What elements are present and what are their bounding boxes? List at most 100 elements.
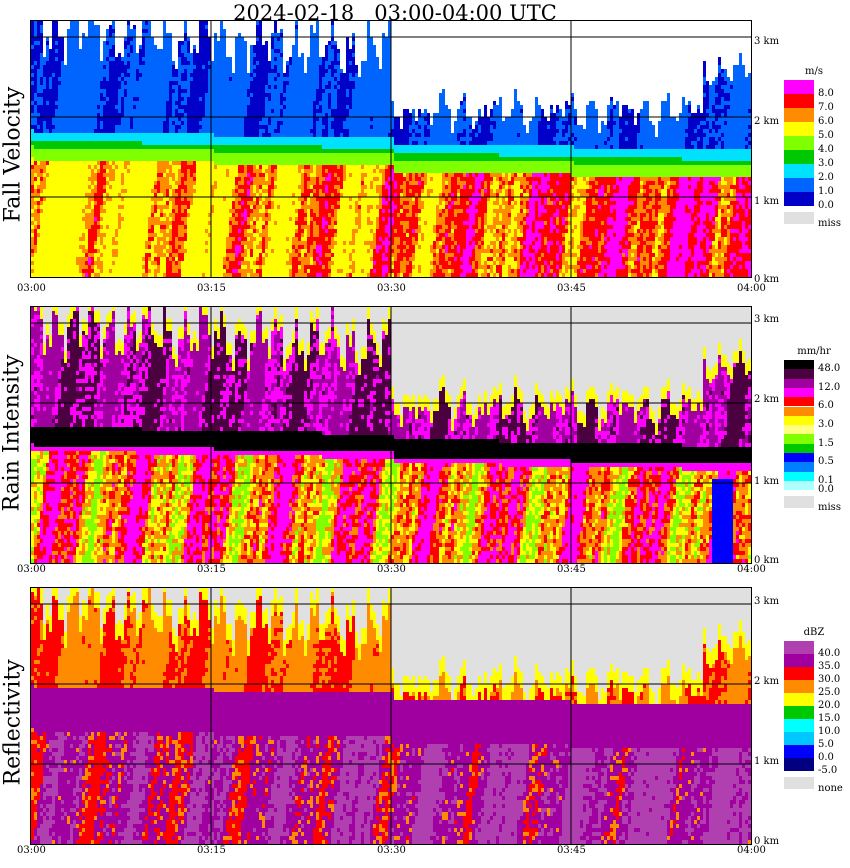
- heatmap-cell: [70, 193, 73, 197]
- heatmap-cell: [34, 169, 37, 173]
- heatmap-cell: [268, 169, 271, 173]
- heatmap-cell: [265, 165, 268, 169]
- heatmap-cell: [247, 261, 250, 265]
- heatmap-cell: [40, 29, 43, 33]
- heatmap-cell: [214, 85, 217, 89]
- heatmap-cell: [91, 225, 94, 229]
- heatmap-cell: [37, 237, 40, 241]
- heatmap-cell: [106, 37, 109, 41]
- heatmap-cell: [130, 117, 133, 121]
- heatmap-cell: [67, 245, 70, 249]
- heatmap-cell: [199, 109, 202, 113]
- heatmap-cell: [151, 65, 154, 69]
- heatmap-cell: [262, 161, 265, 165]
- heatmap-cell: [97, 273, 100, 277]
- heatmap-cell: [250, 185, 253, 189]
- heatmap-cell: [130, 133, 133, 137]
- heatmap-cell: [142, 85, 145, 89]
- heatmap-cell: [145, 105, 148, 109]
- heatmap-cell: [238, 109, 241, 113]
- heatmap-cell: [73, 109, 76, 113]
- heatmap-cell: [181, 185, 184, 189]
- heatmap-cell: [253, 173, 256, 177]
- heatmap-cell: [190, 141, 193, 145]
- heatmap-cell: [274, 137, 277, 141]
- heatmap-cell: [211, 237, 214, 241]
- heatmap-cell: [148, 233, 151, 237]
- heatmap-cell: [70, 241, 73, 245]
- heatmap-cell: [112, 221, 115, 225]
- heatmap-cell: [250, 173, 253, 177]
- heatmap-cell: [226, 101, 229, 105]
- heatmap-cell: [169, 177, 172, 181]
- heatmap-cell: [202, 61, 205, 65]
- heatmap-cell: [214, 137, 217, 141]
- heatmap-cell: [124, 85, 127, 89]
- heatmap-cell: [100, 97, 103, 101]
- heatmap-cell: [34, 109, 37, 113]
- heatmap-cell: [187, 53, 190, 57]
- heatmap-cell: [244, 89, 247, 93]
- heatmap-cell: [88, 265, 91, 269]
- heatmap-cell: [202, 257, 205, 261]
- heatmap-cell: [169, 181, 172, 185]
- heatmap-cell: [43, 173, 46, 177]
- heatmap-cell: [271, 201, 274, 205]
- heatmap-cell: [169, 157, 172, 161]
- heatmap-cell: [112, 113, 115, 117]
- heatmap-cell: [184, 237, 187, 241]
- heatmap-cell: [184, 129, 187, 133]
- heatmap-cell: [145, 97, 148, 101]
- heatmap-cell: [169, 73, 172, 77]
- heatmap-cell: [151, 257, 154, 261]
- heatmap-cell: [250, 213, 253, 217]
- heatmap-cell: [139, 141, 142, 145]
- heatmap-cell: [223, 141, 226, 145]
- heatmap-cell: [187, 189, 190, 193]
- heatmap-cell: [136, 157, 139, 161]
- heatmap-cell: [226, 145, 229, 149]
- heatmap-cell: [97, 85, 100, 89]
- heatmap-cell: [124, 149, 127, 153]
- heatmap-cell: [253, 145, 256, 149]
- heatmap-cell: [145, 197, 148, 201]
- heatmap-cell: [124, 193, 127, 197]
- heatmap-cell: [262, 233, 265, 237]
- heatmap-cell: [115, 177, 118, 181]
- heatmap-cell: [121, 253, 124, 257]
- heatmap-cell: [265, 125, 268, 129]
- heatmap-cell: [79, 217, 82, 221]
- heatmap-cell: [256, 141, 259, 145]
- heatmap-cell: [256, 149, 259, 153]
- heatmap-cell: [253, 233, 256, 237]
- heatmap-cell: [214, 89, 217, 93]
- heatmap-cell: [97, 81, 100, 85]
- heatmap-cell: [268, 241, 271, 245]
- heatmap-cell: [34, 213, 37, 217]
- heatmap-cell: [163, 33, 166, 37]
- heatmap-cell: [214, 169, 217, 173]
- heatmap-cell: [175, 101, 178, 105]
- heatmap-cell: [97, 113, 100, 117]
- heatmap-cell: [172, 97, 175, 101]
- heatmap-cell: [103, 161, 106, 165]
- heatmap-cell: [49, 205, 52, 209]
- heatmap-cell: [184, 85, 187, 89]
- heatmap-cell: [145, 117, 148, 121]
- heatmap-cell: [166, 33, 169, 37]
- heatmap-cell: [94, 161, 97, 165]
- heatmap-cell: [58, 177, 61, 181]
- heatmap-cell: [127, 253, 130, 257]
- heatmap-cell: [115, 113, 118, 117]
- heatmap-cell: [160, 241, 163, 245]
- heatmap-cell: [253, 165, 256, 169]
- heatmap-cell: [49, 49, 52, 53]
- heatmap-cell: [148, 177, 151, 181]
- heatmap-cell: [166, 105, 169, 109]
- heatmap-cell: [181, 169, 184, 173]
- heatmap-cell: [256, 217, 259, 221]
- heatmap-cell: [244, 53, 247, 57]
- heatmap-cell: [76, 61, 79, 65]
- heatmap-cell: [73, 85, 76, 89]
- heatmap-cell: [166, 57, 169, 61]
